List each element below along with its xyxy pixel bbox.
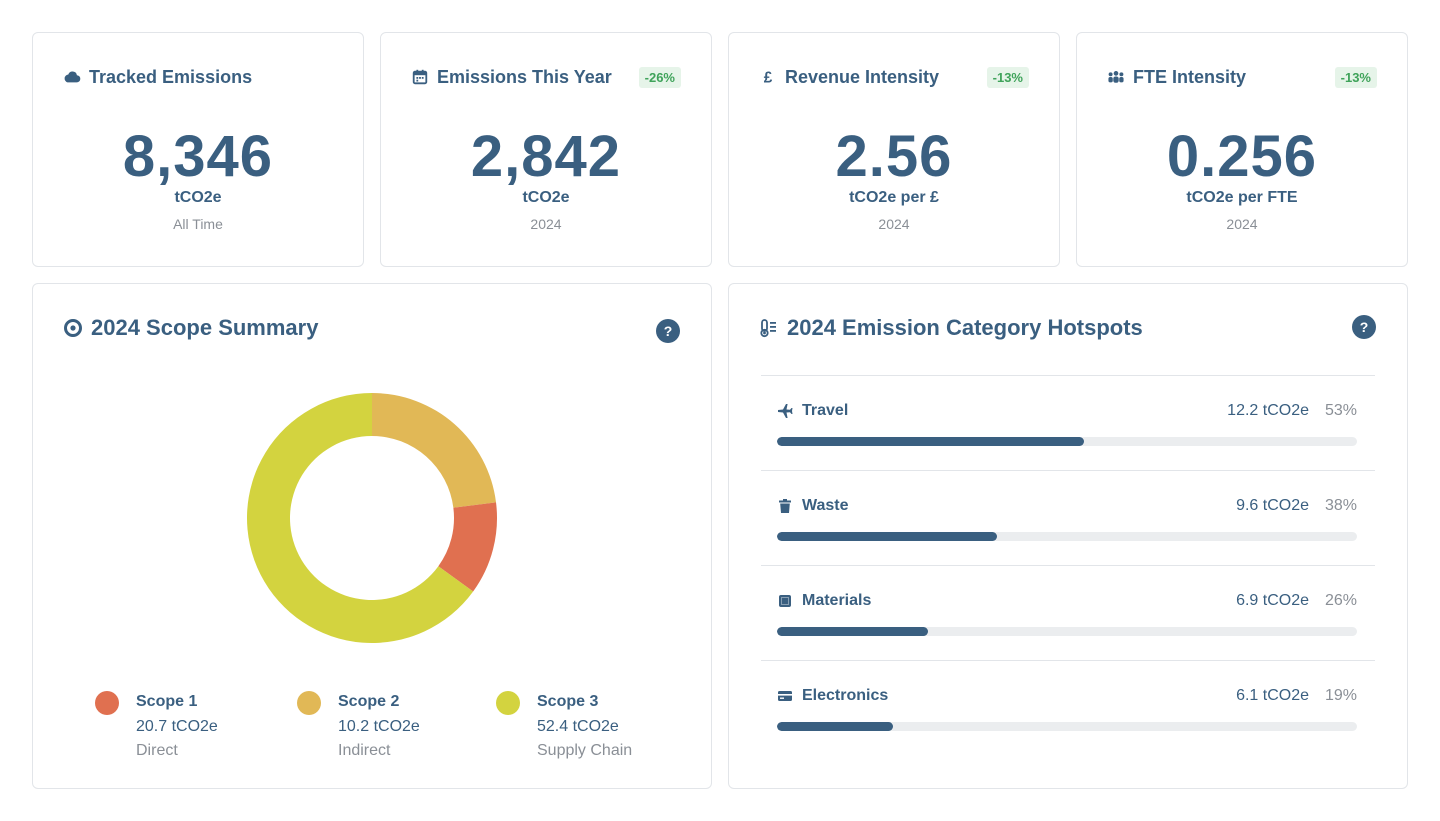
legend-value: 10.2 tCO2e <box>338 718 420 735</box>
scope-summary-panel: 2024 Scope Summary ? Scope 1 20.7 tCO2e … <box>32 283 712 789</box>
hotspot-percent: 19% <box>1324 687 1357 704</box>
kpi-period: 2024 <box>1226 216 1258 232</box>
hotspot-name: Waste <box>802 497 849 514</box>
hotspot-bar-track <box>777 437 1357 446</box>
trash-icon <box>777 498 793 514</box>
hotspot-value: 9.6 tCO2e <box>1236 497 1309 514</box>
kpi-card-emissions-this-year: Emissions This Year -26% 2,842 tCO2e 202… <box>380 32 712 267</box>
hotspot-row-waste: Waste 9.6 tCO2e 38% <box>761 470 1375 565</box>
hotspot-row-materials: Materials 6.9 tCO2e 26% <box>761 565 1375 660</box>
kpi-value: 8,346 <box>122 124 274 189</box>
hotspot-value: 6.9 tCO2e <box>1236 592 1309 609</box>
hotspot-name: Materials <box>802 592 872 609</box>
kpi-value: 2.56 <box>835 124 953 189</box>
change-badge: -13% <box>1334 66 1377 88</box>
hotspot-value: 12.2 tCO2e <box>1227 402 1309 419</box>
hotspot-name: Electronics <box>802 687 889 704</box>
kpi-value: 0.256 <box>1166 124 1318 189</box>
kpi-title: FTE Intensity <box>1133 66 1247 87</box>
hotspot-bar-fill <box>777 437 1085 446</box>
people-icon <box>1107 68 1125 86</box>
legend-name: Scope 2 <box>338 693 400 710</box>
kpi-value: 2,842 <box>470 124 622 189</box>
donut-slice-scope-1[interactable] <box>438 502 497 592</box>
hotspot-row-electronics: Electronics 6.1 tCO2e 19% <box>761 660 1375 755</box>
hotspot-label: Waste <box>777 497 849 515</box>
scope-donut-chart <box>247 393 497 643</box>
hotspot-percent: 38% <box>1324 497 1357 514</box>
hotspot-percent: 26% <box>1324 592 1357 609</box>
hotspot-bar-track <box>777 532 1357 541</box>
legend-description: Supply Chain <box>537 742 633 759</box>
legend-description: Direct <box>136 742 178 759</box>
hotspot-bar-track <box>777 722 1357 731</box>
kpi-period: 2024 <box>530 216 562 232</box>
donut-slice-scope-2[interactable] <box>372 393 497 508</box>
hotspot-row-travel: Travel 12.2 tCO2e 53% <box>761 375 1375 470</box>
hotspot-label: Electronics <box>777 687 888 705</box>
kpi-title: Emissions This Year <box>437 66 612 87</box>
thermometer-icon <box>759 318 779 338</box>
target-icon <box>63 318 83 338</box>
legend-dot <box>95 691 119 715</box>
hotspot-label: Materials <box>777 592 871 610</box>
hotspot-bar-fill <box>777 627 928 636</box>
hotspot-bar-fill <box>777 722 893 731</box>
help-button[interactable]: ? <box>1352 315 1376 339</box>
hotspot-bar-track <box>777 627 1357 636</box>
svg-text:£: £ <box>764 69 773 86</box>
kpi-period: 2024 <box>878 216 910 232</box>
change-badge: -26% <box>638 66 681 88</box>
airplane-icon <box>777 403 793 419</box>
hotspot-list: Travel 12.2 tCO2e 53% Waste 9.6 tCO2e 38… <box>761 375 1375 755</box>
hotspot-value: 6.1 tCO2e <box>1236 687 1309 704</box>
legend-dot <box>496 691 520 715</box>
hotspots-panel: 2024 Emission Category Hotspots ? Travel… <box>728 283 1408 789</box>
cloud-icon <box>63 68 81 86</box>
calendar-icon <box>411 68 429 86</box>
box-icon <box>777 593 793 609</box>
legend-value: 20.7 tCO2e <box>136 718 218 735</box>
card-icon <box>777 688 793 704</box>
help-button[interactable]: ? <box>656 319 680 343</box>
hotspot-name: Travel <box>802 402 849 419</box>
panel-title: 2024 Emission Category Hotspots <box>759 315 1143 341</box>
kpi-unit: tCO2e <box>522 189 570 206</box>
panel-title: 2024 Scope Summary <box>63 315 318 341</box>
hotspot-bar-fill <box>777 532 998 541</box>
kpi-card-revenue-intensity: £ Revenue Intensity -13% 2.56 tCO2e per … <box>728 32 1060 267</box>
hotspot-percent: 53% <box>1324 402 1357 419</box>
legend-dot <box>297 691 321 715</box>
pound-icon: £ <box>759 68 777 86</box>
kpi-period: All Time <box>173 216 223 232</box>
kpi-title: Revenue Intensity <box>785 66 940 87</box>
kpi-unit: tCO2e per FTE <box>1186 189 1298 206</box>
change-badge: -13% <box>986 66 1029 88</box>
scope-summary-title: 2024 Scope Summary <box>91 315 319 340</box>
kpi-card-fte-intensity: FTE Intensity -13% 0.256 tCO2e per FTE 2… <box>1076 32 1408 267</box>
kpi-unit: tCO2e <box>174 189 222 206</box>
legend-name: Scope 1 <box>136 693 198 710</box>
hotspots-title: 2024 Emission Category Hotspots <box>787 315 1143 340</box>
hotspot-label: Travel <box>777 402 848 420</box>
legend-description: Indirect <box>338 742 391 759</box>
kpi-unit: tCO2e per £ <box>849 189 939 206</box>
kpi-title: Tracked Emissions <box>89 66 253 87</box>
kpi-card-tracked-emissions: Tracked Emissions 8,346 tCO2e All Time <box>32 32 364 267</box>
donut-slice-scope-3[interactable] <box>247 393 474 643</box>
legend-value: 52.4 tCO2e <box>537 718 619 735</box>
legend-name: Scope 3 <box>537 693 599 710</box>
